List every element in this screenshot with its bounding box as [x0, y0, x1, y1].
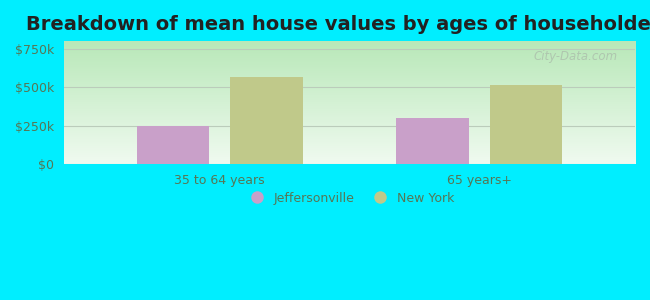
Text: City-Data.com: City-Data.com: [534, 50, 618, 63]
Bar: [489, 85, 562, 164]
Title: Breakdown of mean house values by ages of householders: Breakdown of mean house values by ages o…: [27, 15, 650, 34]
Legend: Jeffersonville, New York: Jeffersonville, New York: [239, 187, 460, 210]
Bar: [396, 118, 469, 164]
Bar: [230, 76, 303, 164]
Bar: [136, 126, 209, 164]
